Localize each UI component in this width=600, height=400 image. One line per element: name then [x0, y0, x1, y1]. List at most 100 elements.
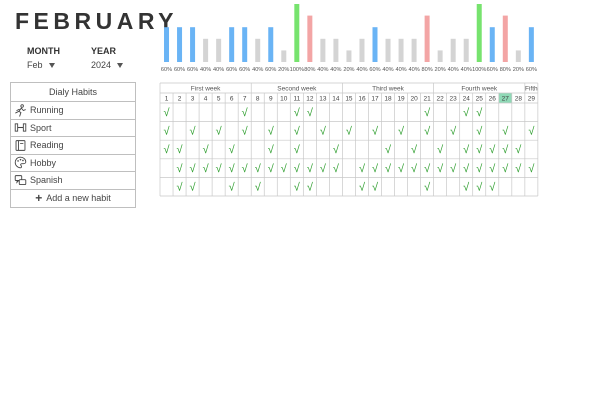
- habit-cell[interactable]: [355, 103, 368, 122]
- habit-cell[interactable]: [408, 177, 421, 196]
- habit-cell[interactable]: [486, 103, 499, 122]
- habit-cell[interactable]: [225, 122, 238, 141]
- habit-cell[interactable]: [447, 177, 460, 196]
- habit-cell[interactable]: [316, 177, 329, 196]
- habit-cell[interactable]: [277, 177, 290, 196]
- habit-list-header: Dialy Habits: [10, 82, 136, 102]
- progress-bar: [320, 38, 326, 62]
- habit-cell[interactable]: [199, 103, 212, 122]
- habit-cell[interactable]: [382, 177, 395, 196]
- progress-label: 80%: [500, 67, 511, 73]
- habit-cell[interactable]: [382, 122, 395, 141]
- habit-cell[interactable]: [277, 122, 290, 141]
- habit-cell[interactable]: [512, 122, 525, 141]
- habit-cell[interactable]: [512, 103, 525, 122]
- day-number: 18: [384, 95, 392, 102]
- habit-cell[interactable]: [447, 103, 460, 122]
- habit-cell[interactable]: [316, 103, 329, 122]
- habit-cell[interactable]: [525, 103, 538, 122]
- habit-cell[interactable]: [251, 140, 264, 159]
- progress-label: 40%: [317, 67, 328, 73]
- habit-cell[interactable]: [342, 140, 355, 159]
- habit-cell[interactable]: [408, 122, 421, 141]
- habit-cell[interactable]: [342, 159, 355, 178]
- habit-cell[interactable]: [434, 177, 447, 196]
- habit-cell[interactable]: [160, 177, 173, 196]
- habit-cell[interactable]: [486, 122, 499, 141]
- habit-cell[interactable]: [212, 103, 225, 122]
- habit-cell[interactable]: [499, 177, 512, 196]
- habit-cell[interactable]: [434, 122, 447, 141]
- habit-row-sport[interactable]: Sport: [10, 119, 136, 137]
- habit-cell[interactable]: [238, 140, 251, 159]
- habit-cell[interactable]: [434, 103, 447, 122]
- week-label: Fourth week: [461, 86, 498, 93]
- year-select[interactable]: 2024: [91, 60, 124, 70]
- habit-cell[interactable]: [329, 177, 342, 196]
- habit-cell[interactable]: [173, 103, 186, 122]
- habit-cell[interactable]: [355, 140, 368, 159]
- day-number: 23: [450, 95, 458, 102]
- check-mark: √: [476, 107, 483, 119]
- habit-cell[interactable]: [382, 103, 395, 122]
- habit-cell[interactable]: [264, 177, 277, 196]
- habit-cell[interactable]: [342, 103, 355, 122]
- habit-cell[interactable]: [160, 159, 173, 178]
- week-label: First week: [191, 86, 221, 93]
- habit-cell[interactable]: [499, 103, 512, 122]
- habit-cell[interactable]: [395, 103, 408, 122]
- month-select[interactable]: Feb: [27, 60, 55, 70]
- habit-cell[interactable]: [186, 140, 199, 159]
- habit-cell[interactable]: [225, 103, 238, 122]
- habit-cell[interactable]: [329, 103, 342, 122]
- habit-cell[interactable]: [408, 103, 421, 122]
- habit-row-hobby[interactable]: Hobby: [10, 154, 136, 172]
- progress-label: 60%: [174, 67, 185, 73]
- habit-row-reading[interactable]: Reading: [10, 137, 136, 155]
- habit-cell[interactable]: [329, 122, 342, 141]
- habit-cell[interactable]: [173, 122, 186, 141]
- habit-cell[interactable]: [303, 122, 316, 141]
- habit-cell[interactable]: [512, 177, 525, 196]
- habit-cell[interactable]: [460, 122, 473, 141]
- habit-row-running[interactable]: Running: [10, 102, 136, 120]
- habit-cell[interactable]: [368, 140, 381, 159]
- habit-cell[interactable]: [238, 177, 251, 196]
- habit-cell[interactable]: [525, 177, 538, 196]
- progress-label: 40%: [252, 67, 263, 73]
- habit-row-spanish[interactable]: Spanish: [10, 172, 136, 190]
- habit-cell[interactable]: [355, 122, 368, 141]
- habit-cell[interactable]: [303, 140, 316, 159]
- dumbbell-icon: [14, 123, 27, 132]
- progress-bar: [268, 27, 274, 62]
- habit-cell[interactable]: [212, 177, 225, 196]
- habit-cell[interactable]: [199, 177, 212, 196]
- habit-cell[interactable]: [342, 177, 355, 196]
- check-mark: √: [476, 144, 483, 156]
- day-number: 19: [397, 95, 405, 102]
- habit-cell[interactable]: [199, 122, 212, 141]
- check-mark: √: [476, 163, 483, 175]
- habit-cell[interactable]: [264, 103, 277, 122]
- check-mark: √: [229, 144, 236, 156]
- habit-cell[interactable]: [316, 140, 329, 159]
- check-mark: √: [177, 181, 184, 193]
- habit-cell[interactable]: [525, 140, 538, 159]
- check-mark: √: [489, 163, 496, 175]
- habit-cell[interactable]: [251, 122, 264, 141]
- habit-cell[interactable]: [368, 103, 381, 122]
- habit-cell[interactable]: [395, 140, 408, 159]
- check-mark: √: [216, 126, 223, 138]
- habit-cell[interactable]: [186, 103, 199, 122]
- check-mark: √: [190, 163, 197, 175]
- habit-cell[interactable]: [277, 140, 290, 159]
- habit-cell[interactable]: [421, 140, 434, 159]
- habit-cell[interactable]: [395, 177, 408, 196]
- habit-cell[interactable]: [277, 103, 290, 122]
- progress-label: 40%: [408, 67, 419, 73]
- habit-cell[interactable]: [447, 140, 460, 159]
- check-mark: √: [163, 126, 170, 138]
- add-habit-button[interactable]: + Add a new habit: [10, 189, 136, 208]
- habit-cell[interactable]: [212, 140, 225, 159]
- habit-cell[interactable]: [251, 103, 264, 122]
